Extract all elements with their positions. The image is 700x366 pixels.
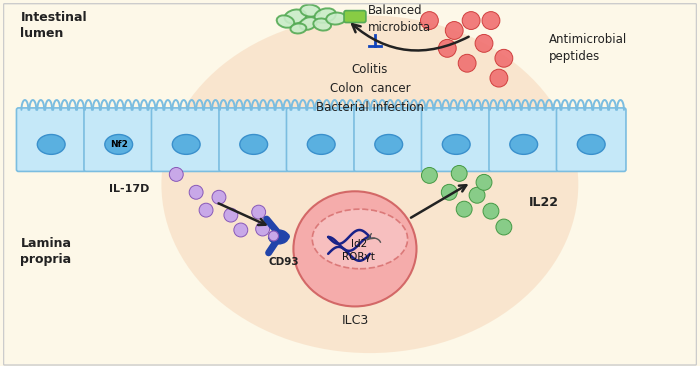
Text: IL-17D: IL-17D: [109, 184, 150, 194]
FancyBboxPatch shape: [556, 108, 626, 171]
FancyBboxPatch shape: [354, 108, 424, 171]
Circle shape: [224, 208, 238, 222]
Ellipse shape: [172, 135, 200, 154]
Ellipse shape: [300, 5, 320, 16]
Circle shape: [441, 184, 457, 200]
Text: Colitis
Colon  cancer
Bacterial infection: Colitis Colon cancer Bacterial infection: [316, 63, 424, 114]
Ellipse shape: [300, 17, 317, 30]
Ellipse shape: [314, 18, 331, 31]
Ellipse shape: [293, 191, 416, 306]
Ellipse shape: [374, 135, 402, 154]
Circle shape: [456, 201, 472, 217]
Circle shape: [462, 12, 480, 30]
FancyBboxPatch shape: [151, 108, 221, 171]
Circle shape: [252, 205, 265, 219]
Ellipse shape: [314, 8, 336, 23]
Circle shape: [496, 219, 512, 235]
Circle shape: [475, 34, 493, 52]
Ellipse shape: [105, 135, 132, 154]
Circle shape: [482, 12, 500, 30]
FancyBboxPatch shape: [219, 108, 288, 171]
Circle shape: [421, 12, 438, 30]
Circle shape: [189, 185, 203, 199]
Circle shape: [256, 222, 270, 236]
Ellipse shape: [285, 10, 306, 24]
Ellipse shape: [578, 135, 605, 154]
Circle shape: [234, 223, 248, 237]
Ellipse shape: [162, 16, 578, 353]
Ellipse shape: [37, 135, 65, 154]
Circle shape: [445, 22, 463, 40]
Circle shape: [458, 54, 476, 72]
FancyBboxPatch shape: [489, 108, 559, 171]
Circle shape: [199, 203, 213, 217]
Circle shape: [490, 69, 507, 87]
Circle shape: [269, 231, 279, 241]
Ellipse shape: [240, 135, 267, 154]
Circle shape: [483, 203, 499, 219]
Circle shape: [495, 49, 513, 67]
Text: ILC3: ILC3: [342, 314, 369, 327]
Circle shape: [421, 168, 438, 183]
Text: CD93: CD93: [268, 257, 299, 267]
Text: Nf2: Nf2: [110, 140, 127, 149]
Ellipse shape: [276, 15, 294, 28]
Ellipse shape: [510, 135, 538, 154]
Circle shape: [212, 190, 226, 204]
Circle shape: [438, 40, 456, 57]
Text: Id2: Id2: [351, 239, 367, 249]
FancyBboxPatch shape: [286, 108, 356, 171]
Circle shape: [469, 187, 485, 203]
Text: Lamina
propria: Lamina propria: [20, 237, 71, 266]
Text: Balanced
microbiota: Balanced microbiota: [368, 4, 431, 34]
FancyBboxPatch shape: [421, 108, 491, 171]
Text: RORγt: RORγt: [342, 252, 375, 262]
FancyBboxPatch shape: [84, 108, 153, 171]
Circle shape: [169, 168, 183, 182]
Text: Antimicrobial
peptides: Antimicrobial peptides: [549, 33, 626, 63]
Ellipse shape: [312, 209, 407, 269]
Circle shape: [476, 175, 492, 190]
Ellipse shape: [326, 12, 346, 25]
Text: IL22: IL22: [528, 196, 559, 209]
Ellipse shape: [307, 135, 335, 154]
Ellipse shape: [269, 230, 288, 244]
Ellipse shape: [442, 135, 470, 154]
Circle shape: [452, 165, 467, 182]
FancyBboxPatch shape: [344, 11, 366, 23]
FancyBboxPatch shape: [17, 108, 86, 171]
Text: Intestinal
lumen: Intestinal lumen: [20, 11, 87, 40]
Ellipse shape: [290, 23, 307, 33]
